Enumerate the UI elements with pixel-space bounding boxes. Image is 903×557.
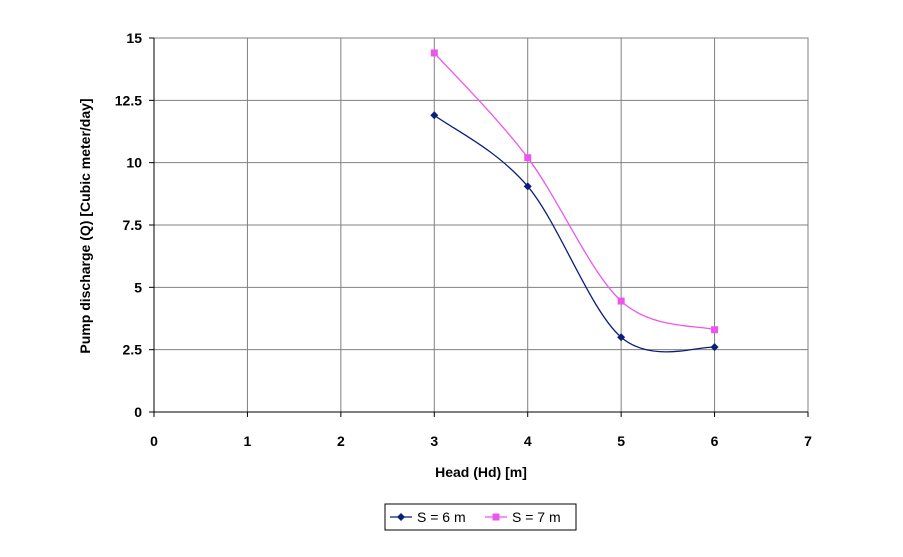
- data-point: [431, 49, 438, 56]
- legend-label: S = 6 m: [417, 509, 466, 525]
- x-tick-labels: 0 1 2 3 4 5 6 7: [150, 433, 812, 449]
- x-tick-label: 5: [617, 433, 625, 449]
- x-tick-label: 7: [804, 433, 812, 449]
- y-tick-labels: 0 2.5 5 7.5 10 12.5 15: [115, 30, 142, 420]
- data-point: [618, 298, 625, 305]
- series-layer: [430, 49, 718, 351]
- legend: S = 6 m S = 7 m: [385, 504, 576, 530]
- legend-swatch-marker: [493, 514, 500, 521]
- grid: [154, 38, 808, 412]
- y-tick-label: 0: [134, 404, 142, 420]
- y-axis-title: Pump discharge (Q) [Cubic meter/day]: [77, 98, 93, 353]
- series-1: [430, 111, 718, 352]
- series-2: [431, 49, 718, 333]
- y-tick-label: 5: [134, 279, 142, 295]
- series-line: [434, 53, 714, 330]
- x-tick-label: 1: [244, 433, 252, 449]
- y-tick-label: 10: [126, 155, 142, 171]
- x-tick-label: 4: [524, 433, 532, 449]
- legend-label: S = 7 m: [512, 509, 561, 525]
- data-point: [711, 326, 718, 333]
- x-tick-label: 0: [150, 433, 158, 449]
- data-point: [524, 154, 531, 161]
- x-tick-label: 3: [430, 433, 438, 449]
- y-tick-label: 15: [126, 30, 142, 46]
- y-tick-label: 2.5: [123, 342, 143, 358]
- y-tick-label: 12.5: [115, 92, 142, 108]
- data-point: [430, 111, 438, 119]
- x-tick-label: 2: [337, 433, 345, 449]
- x-tick-label: 6: [711, 433, 719, 449]
- y-tick-label: 7.5: [123, 217, 143, 233]
- x-axis-title: Head (Hd) [m]: [435, 464, 527, 480]
